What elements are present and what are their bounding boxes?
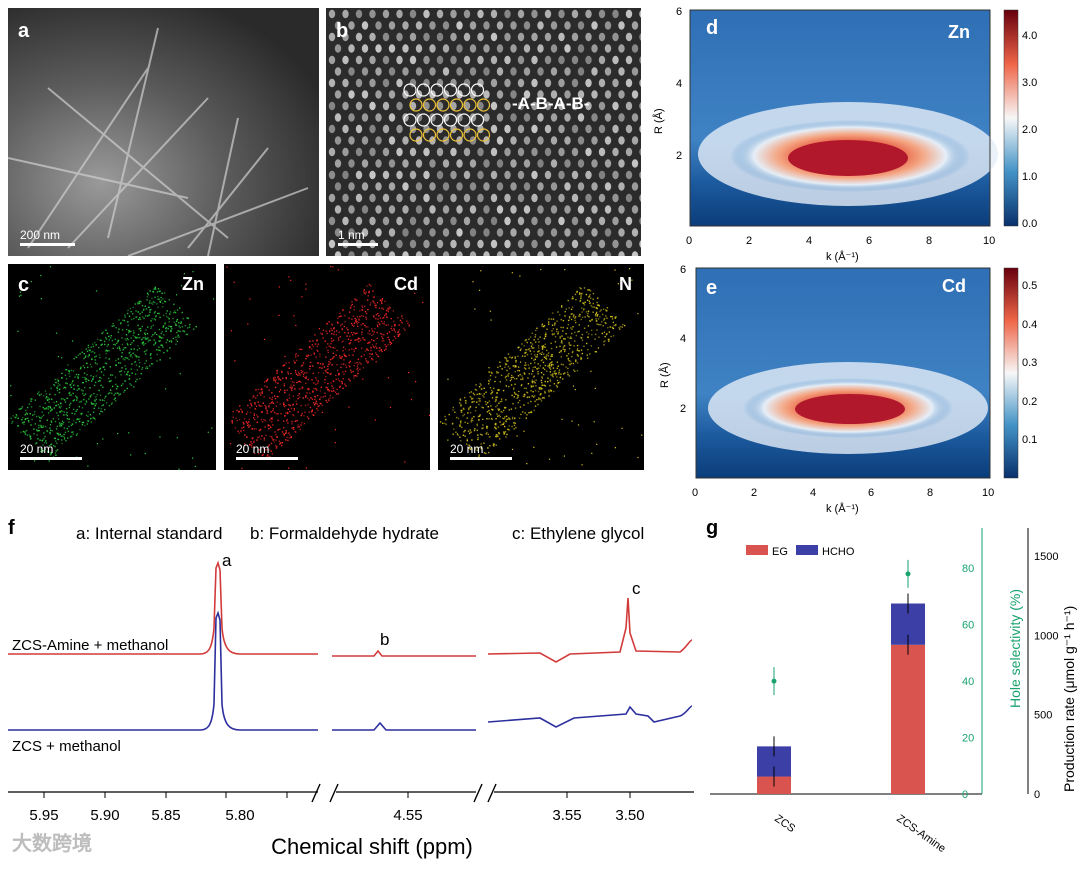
panel-label-b: b xyxy=(336,20,349,42)
ytick-d-2: 6 xyxy=(676,6,682,18)
legend-swatch-eg xyxy=(746,545,768,555)
wavelet-plot-cd: 0.1 0.2 0.3 0.4 0.5 0 2 4 6 8 10 2 4 6 k… xyxy=(648,262,1074,518)
xtick-f-2: 5.85 xyxy=(151,807,180,824)
scale-bar-b: 1 nm xyxy=(338,228,378,246)
panel-label-c: c xyxy=(18,274,30,296)
ytick-d-1: 4 xyxy=(676,78,682,90)
cbar-e-4: 0.5 xyxy=(1022,280,1037,292)
cbar-e-0: 0.1 xyxy=(1022,434,1037,446)
cbar-d-3: 3.0 xyxy=(1022,77,1037,89)
xtick-g-1: ZCS-Amine xyxy=(894,813,947,855)
eds-map-n: N 20 nm xyxy=(438,264,644,470)
wavelet-plot-zn: 0.0 1.0 2.0 3.0 4.0 0 2 4 6 8 10 2 4 6 k… xyxy=(648,4,1074,266)
eds-map-zn: c Zn 20 nm xyxy=(8,264,216,470)
right-tick-1500: 1500 xyxy=(1034,551,1058,563)
element-label-cd-wt: Cd xyxy=(942,276,966,296)
legend-formaldehyde: b: Formaldehyde hydrate xyxy=(250,524,439,543)
ytick-e-2: 6 xyxy=(680,264,686,276)
panel-label-e: e xyxy=(706,277,717,299)
eds-map-cd: Cd 20 nm xyxy=(224,264,430,470)
stacking-label: -A-B-A-B- xyxy=(512,94,590,113)
xtick-e-0: 0 xyxy=(692,487,698,499)
right-tick-1000: 1000 xyxy=(1034,630,1058,642)
scale-bar-c1: 20 nm xyxy=(20,442,82,460)
left-tick-20: 20 xyxy=(962,733,974,745)
ytick-e-0: 2 xyxy=(680,403,686,415)
xtick-f-1: 5.90 xyxy=(90,807,119,824)
ylabel-e: R (Å) xyxy=(658,362,671,388)
xlabel-d: k (Å⁻¹) xyxy=(826,250,859,263)
cbar-d-0: 0.0 xyxy=(1022,218,1037,230)
scale-text-a: 200 nm xyxy=(20,228,61,242)
production-bar-chart: g EG HCHO 0 20 40 60 80 0 500 1000 1500 ZCS ZCS-… xyxy=(700,508,1080,864)
scale-bar-a: 200 nm xyxy=(20,228,75,246)
cbar-e-2: 0.3 xyxy=(1022,357,1037,369)
element-label-zn-map: Zn xyxy=(182,274,204,294)
xtick-f-3: 5.80 xyxy=(225,807,254,824)
scale-text-b: 1 nm xyxy=(338,228,365,242)
scale-text-c1: 20 nm xyxy=(20,442,54,456)
cbar-d-4: 4.0 xyxy=(1022,30,1037,42)
peak-label-c: c xyxy=(632,579,641,598)
peak-label-b: b xyxy=(380,630,389,649)
sem-image: a 200 nm xyxy=(8,8,319,256)
left-tick-0: 0 xyxy=(962,789,968,801)
xtick-e-1: 2 xyxy=(751,487,757,499)
xtick-e-4: 8 xyxy=(927,487,933,499)
xtick-g-0: ZCS xyxy=(772,813,797,835)
element-label-zn-wt: Zn xyxy=(948,22,970,42)
ytick-d-0: 2 xyxy=(676,150,682,162)
xtick-e-5: 10 xyxy=(982,487,994,499)
ylabel-d: R (Å) xyxy=(652,108,665,134)
left-tick-80: 80 xyxy=(962,563,974,575)
right-axis-label: Production rate (μmol g⁻¹ h⁻¹) xyxy=(1061,606,1077,792)
xlabel-e: k (Å⁻¹) xyxy=(826,502,859,515)
panel-label-g: g xyxy=(706,517,718,539)
right-tick-500: 500 xyxy=(1034,710,1052,722)
scale-bar-c3: 20 nm xyxy=(450,442,512,460)
cbar-d-1: 1.0 xyxy=(1022,171,1037,183)
xtick-d-2: 4 xyxy=(806,235,812,247)
xtick-d-5: 10 xyxy=(983,235,995,247)
legend-hcho: HCHO xyxy=(822,546,855,558)
scale-text-c3: 20 nm xyxy=(450,442,484,456)
panel-label-f: f xyxy=(8,517,15,539)
bar-eg-1 xyxy=(891,644,925,794)
peak-label-a: a xyxy=(222,551,232,570)
cbar-e-1: 0.2 xyxy=(1022,396,1037,408)
scale-bar-c2: 20 nm xyxy=(236,442,298,460)
xtick-d-3: 6 xyxy=(866,235,872,247)
trace-label-zcs: ZCS + methanol xyxy=(12,738,121,755)
legend-swatch-hcho xyxy=(796,545,818,555)
cbar-d-2: 2.0 xyxy=(1022,124,1037,136)
xtick-f-0: 5.95 xyxy=(29,807,58,824)
ytick-e-1: 4 xyxy=(680,333,686,345)
left-axis-label: Hole selectivity (%) xyxy=(1007,589,1023,708)
xtick-f-5: 3.55 xyxy=(552,807,581,824)
panel-label-d: d xyxy=(706,17,718,39)
element-label-n-map: N xyxy=(619,274,632,294)
right-tick-0: 0 xyxy=(1034,789,1040,801)
cbar-e-3: 0.4 xyxy=(1022,319,1037,331)
xtick-e-3: 6 xyxy=(868,487,874,499)
trace-label-zcs-amine: ZCS-Amine + methanol xyxy=(12,637,168,654)
hrtem-image: b -A-B-A-B- 1 nm xyxy=(326,8,641,256)
legend-internal-standard: a: Internal standard xyxy=(76,524,222,543)
left-tick-60: 60 xyxy=(962,620,974,632)
panel-label-a: a xyxy=(18,20,30,42)
scale-text-c2: 20 nm xyxy=(236,442,270,456)
legend-eg: EG xyxy=(772,546,788,558)
watermark-logo: 大数跨境 xyxy=(12,833,92,855)
xtick-f-4: 4.55 xyxy=(393,807,422,824)
element-label-cd-map: Cd xyxy=(394,274,418,294)
left-tick-40: 40 xyxy=(962,676,974,688)
xtick-d-1: 2 xyxy=(746,235,752,247)
nmr-spectra: f a: Internal standard b: Formaldehyde h… xyxy=(0,508,700,864)
xlabel-f: Chemical shift (ppm) xyxy=(271,834,473,859)
xtick-e-2: 4 xyxy=(810,487,816,499)
xtick-d-4: 8 xyxy=(926,235,932,247)
legend-ethylene-glycol: c: Ethylene glycol xyxy=(512,524,644,543)
xtick-d-0: 0 xyxy=(686,235,692,247)
xtick-f-6: 3.50 xyxy=(615,807,644,824)
